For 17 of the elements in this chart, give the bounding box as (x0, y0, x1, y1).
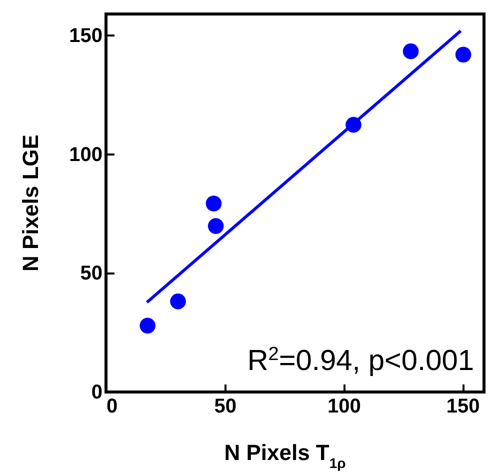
x-axis-title: N Pixels T$_{1ρ}$ (224, 440, 346, 471)
point (402, 43, 419, 60)
annotation: R$^{2}$=0.94, p<0.001 (247, 344, 474, 377)
x-tick-label: 150 (446, 396, 480, 418)
point (170, 294, 186, 310)
x-tick-label: 50 (214, 396, 236, 418)
y-tick-label: 100 (69, 144, 102, 166)
x-tick-label: 0 (106, 396, 118, 418)
point (140, 318, 156, 334)
y-tick-label: 150 (69, 24, 102, 47)
point (208, 218, 224, 234)
point (455, 46, 472, 63)
point (206, 196, 222, 212)
y-axis-title: N Pixels LGE (18, 134, 43, 272)
y-tick-label: 0 (91, 382, 102, 404)
x-tick-label: 100 (328, 396, 361, 418)
y-tick-label: 50 (80, 262, 102, 285)
